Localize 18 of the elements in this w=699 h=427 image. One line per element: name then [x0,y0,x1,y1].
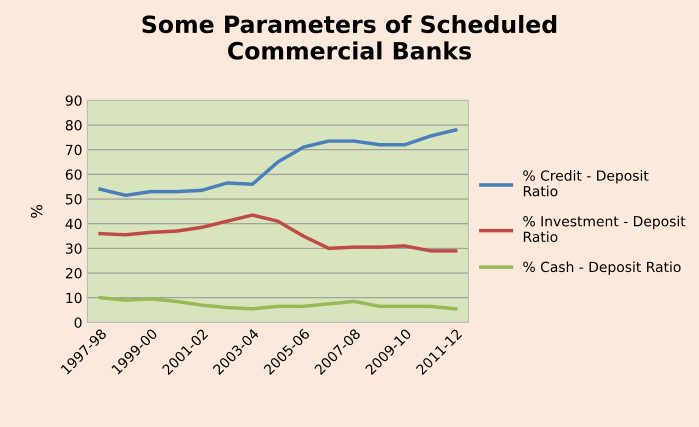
y-tick-label: 10 [66,292,82,304]
y-tick-label: 70 [66,144,82,156]
y-tick-label: 20 [66,268,82,279]
y-tick-label: 0 [74,317,82,328]
y-tick-label: 90 [66,95,82,106]
chart-title: Some Parameters of Scheduled Commercial Banks [142,14,556,60]
line-series [98,296,458,311]
legend-label: % Investment - Deposit Ratio [523,216,686,242]
y-axis-title: % [30,204,42,218]
line-series [98,213,458,253]
line-series [98,128,458,198]
legend-label: % Cash - Deposit Ratio [523,261,681,275]
legend-label: % Credit - Deposit Ratio [523,170,648,196]
y-tick-label: 50 [66,194,82,205]
y-tick-label: 40 [66,218,82,230]
y-tick-label: 30 [66,243,82,254]
y-tick-label: 60 [66,169,82,180]
y-tick-label: 80 [66,120,82,130]
